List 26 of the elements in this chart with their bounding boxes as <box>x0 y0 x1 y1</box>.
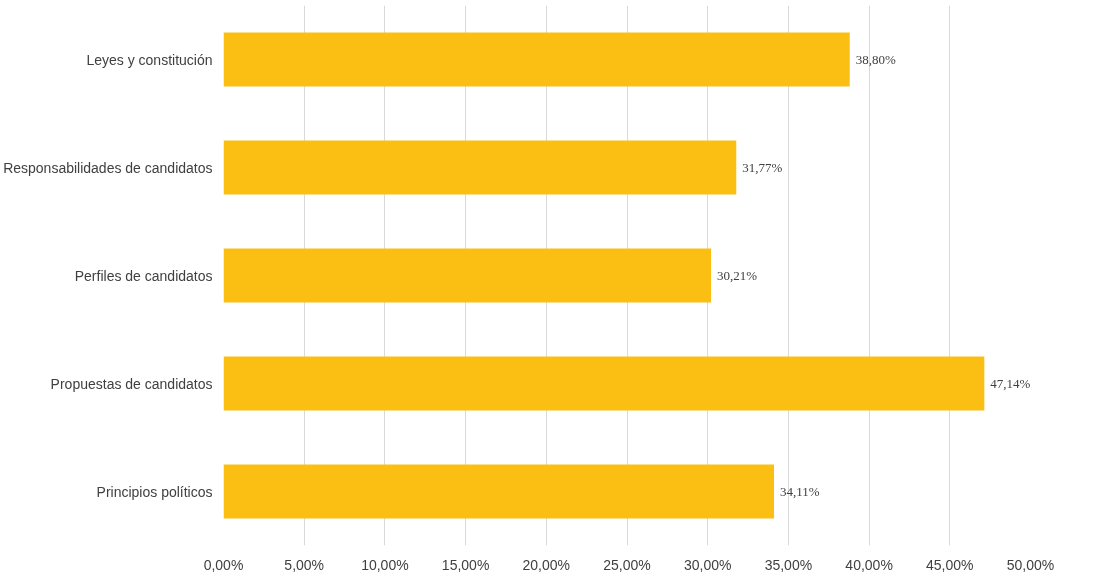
x-tick-label: 20,00% <box>522 556 571 573</box>
bar <box>223 248 712 303</box>
x-tick-label: 35,00% <box>764 556 813 573</box>
data-label: 38,80% <box>855 52 896 67</box>
y-tick-label: Principios políticos <box>96 483 213 500</box>
x-tick-label: 10,00% <box>361 556 409 573</box>
bar <box>223 140 737 195</box>
x-tick-label: 40,00% <box>845 556 893 573</box>
y-tick-label: Leyes y constitución <box>86 51 213 68</box>
y-tick-label: Propuestas de candidatos <box>50 375 213 392</box>
data-label: 47,14% <box>990 376 1031 391</box>
x-tick-label: 5,00% <box>284 556 325 573</box>
data-label: 34,11% <box>780 484 820 499</box>
x-tick-label: 0,00% <box>203 556 244 573</box>
data-label: 30,21% <box>717 268 758 283</box>
y-tick-label: Perfiles de candidatos <box>74 267 213 284</box>
x-tick-label: 45,00% <box>926 556 974 573</box>
x-tick-label: 30,00% <box>683 556 732 573</box>
bar <box>223 464 775 519</box>
x-tick-label: 15,00% <box>441 556 490 573</box>
data-label: 31,77% <box>742 160 783 175</box>
bar <box>223 356 985 411</box>
bar <box>223 32 850 87</box>
y-tick-label: Responsabilidades de candidatos <box>3 159 213 176</box>
x-tick-label: 25,00% <box>603 556 651 573</box>
x-tick-label: 50,00% <box>1006 556 1055 573</box>
